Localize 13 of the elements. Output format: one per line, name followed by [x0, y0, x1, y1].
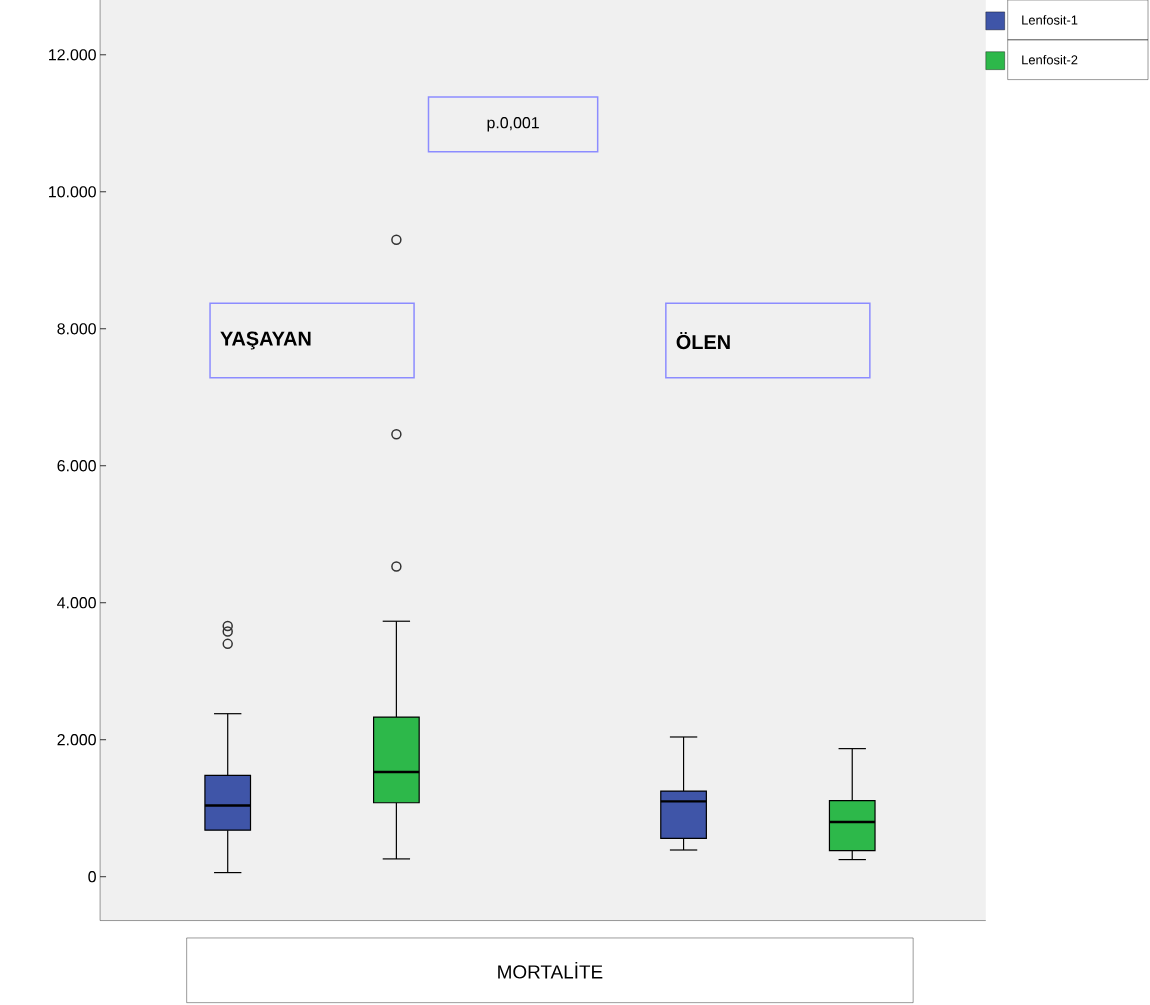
y-tick-label: 12.000: [49, 49, 96, 61]
x-tick-label: YAŞAYAN: [220, 331, 311, 350]
y-tick-label: 6.000: [57, 460, 96, 472]
annotation: p.0,001: [487, 117, 539, 132]
x-axis-title: MORTALİTE: [498, 961, 603, 979]
y-tick-label: 2.000: [57, 734, 96, 746]
y-tick-label: 4.000: [57, 597, 96, 609]
y-tick-label: 0: [88, 871, 96, 883]
legend-label: Lenfosit-1: [1022, 15, 1078, 25]
legend-label: Lenfosit-2: [1022, 54, 1078, 65]
y-tick-label: 10.000: [49, 186, 96, 198]
y-tick-label: 8.000: [57, 323, 96, 335]
x-tick-label: ÖLEN: [676, 331, 730, 350]
